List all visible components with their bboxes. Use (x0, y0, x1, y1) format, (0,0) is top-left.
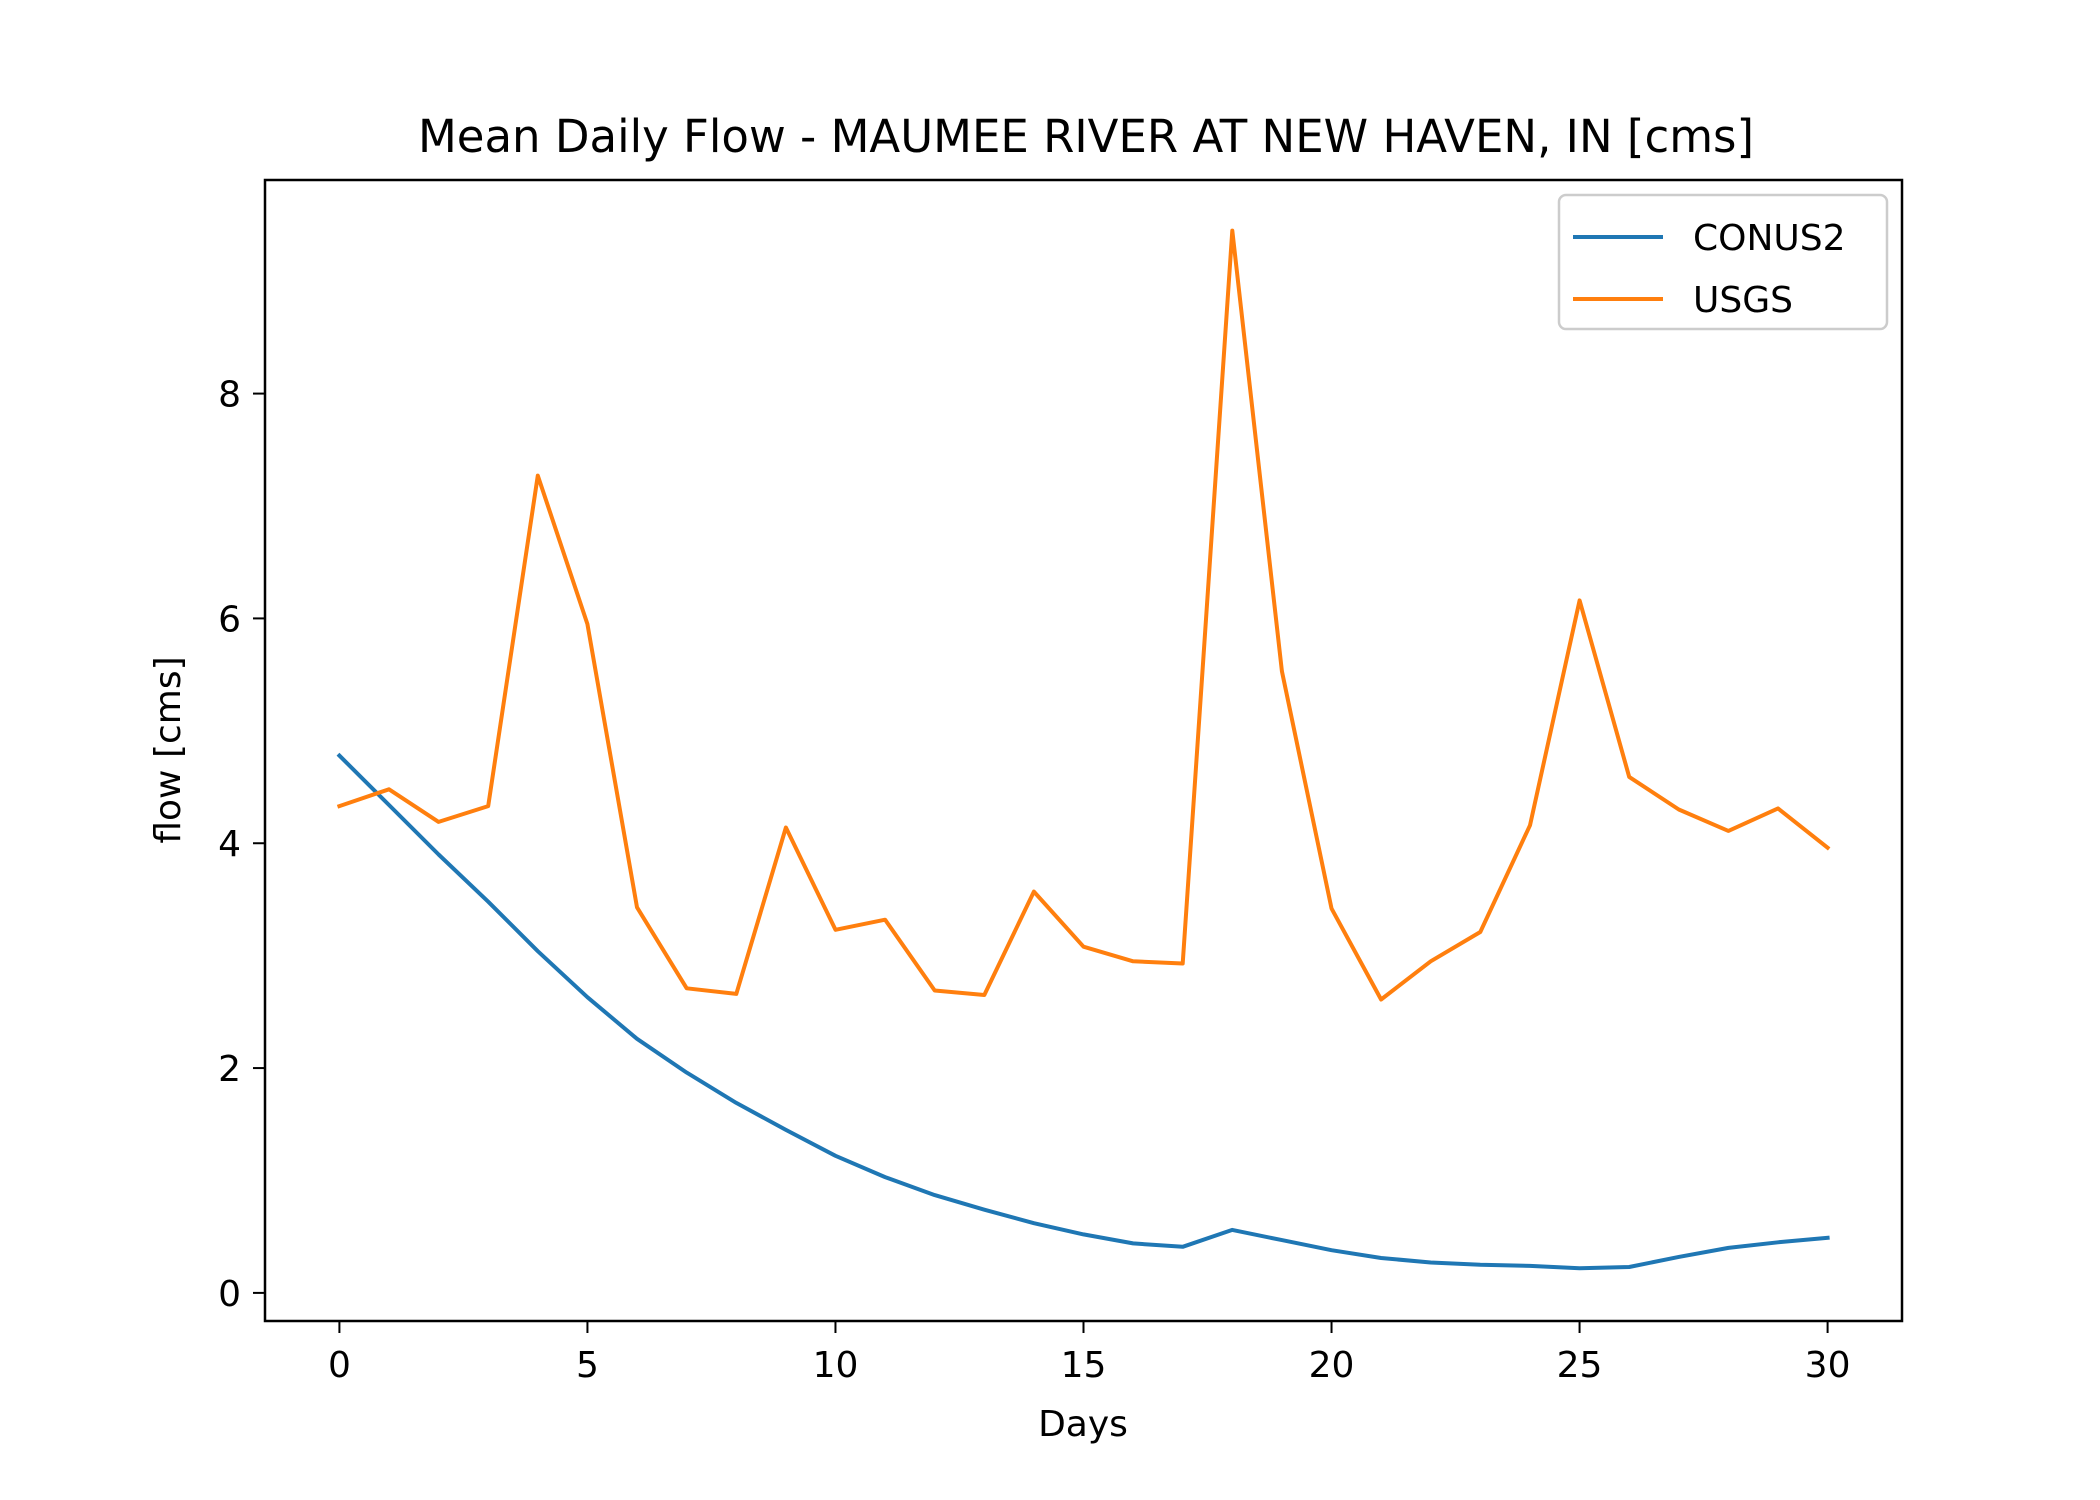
legend-box (1557, 193, 1889, 331)
y-tick-label: 0 (218, 1274, 241, 1315)
legend-label-usgs: USGS (1693, 280, 1793, 321)
plot-frame (263, 178, 1904, 1323)
y-tick-label: 8 (218, 375, 241, 416)
x-axis-label: Days (1038, 1404, 1128, 1445)
x-tick-label: 10 (813, 1345, 859, 1386)
chart-title: Mean Daily Flow - MAUMEE RIVER AT NEW HA… (418, 110, 1754, 163)
x-tick-label: 25 (1557, 1345, 1603, 1386)
x-tick-label: 15 (1061, 1345, 1107, 1386)
y-tick-label: 6 (218, 599, 241, 640)
legend-label-conus2: CONUS2 (1693, 218, 1846, 259)
y-axis-label: flow [cms] (148, 656, 189, 843)
series-line-usgs (336, 228, 1831, 1002)
x-axis: 0 5 10 15 20 25 30 (328, 1321, 1851, 1386)
legend: CONUS2 USGS (1557, 193, 1889, 331)
y-tick-label: 4 (218, 824, 241, 865)
y-tick-label: 2 (218, 1049, 241, 1090)
x-tick-label: 30 (1805, 1345, 1851, 1386)
series-line-conus2 (336, 752, 1830, 1271)
y-axis: 0 2 4 6 8 (218, 375, 265, 1315)
x-tick-label: 0 (328, 1345, 351, 1386)
x-tick-label: 5 (576, 1345, 599, 1386)
plot-area (336, 228, 1831, 1271)
x-tick-label: 20 (1309, 1345, 1355, 1386)
